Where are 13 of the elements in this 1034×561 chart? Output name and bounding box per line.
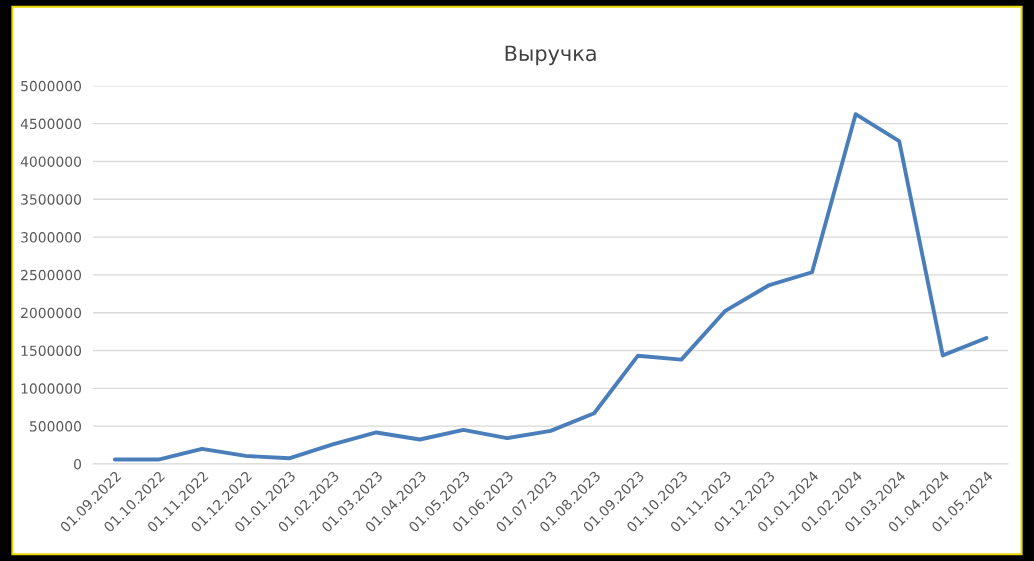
y-tick-label: 4000000 bbox=[20, 156, 82, 167]
y-tick-label: 3500000 bbox=[21, 194, 82, 205]
y-tick-label: 500000 bbox=[30, 421, 82, 432]
y-tick-label: 4500000 bbox=[20, 118, 82, 130]
y-tick-label: 1000000 bbox=[21, 383, 82, 394]
y-tick-label: 5000000 bbox=[21, 80, 82, 92]
line-series bbox=[112, 112, 989, 462]
y-tick-label: 2500000 bbox=[21, 269, 82, 281]
y-tick-label: 2000000 bbox=[21, 307, 82, 319]
y-tick-label: 3000000 bbox=[21, 232, 82, 243]
y-tick-label: 0 bbox=[74, 458, 82, 470]
y-tick-label: 1500000 bbox=[21, 345, 82, 356]
chart-title: Выручка bbox=[505, 45, 596, 66]
